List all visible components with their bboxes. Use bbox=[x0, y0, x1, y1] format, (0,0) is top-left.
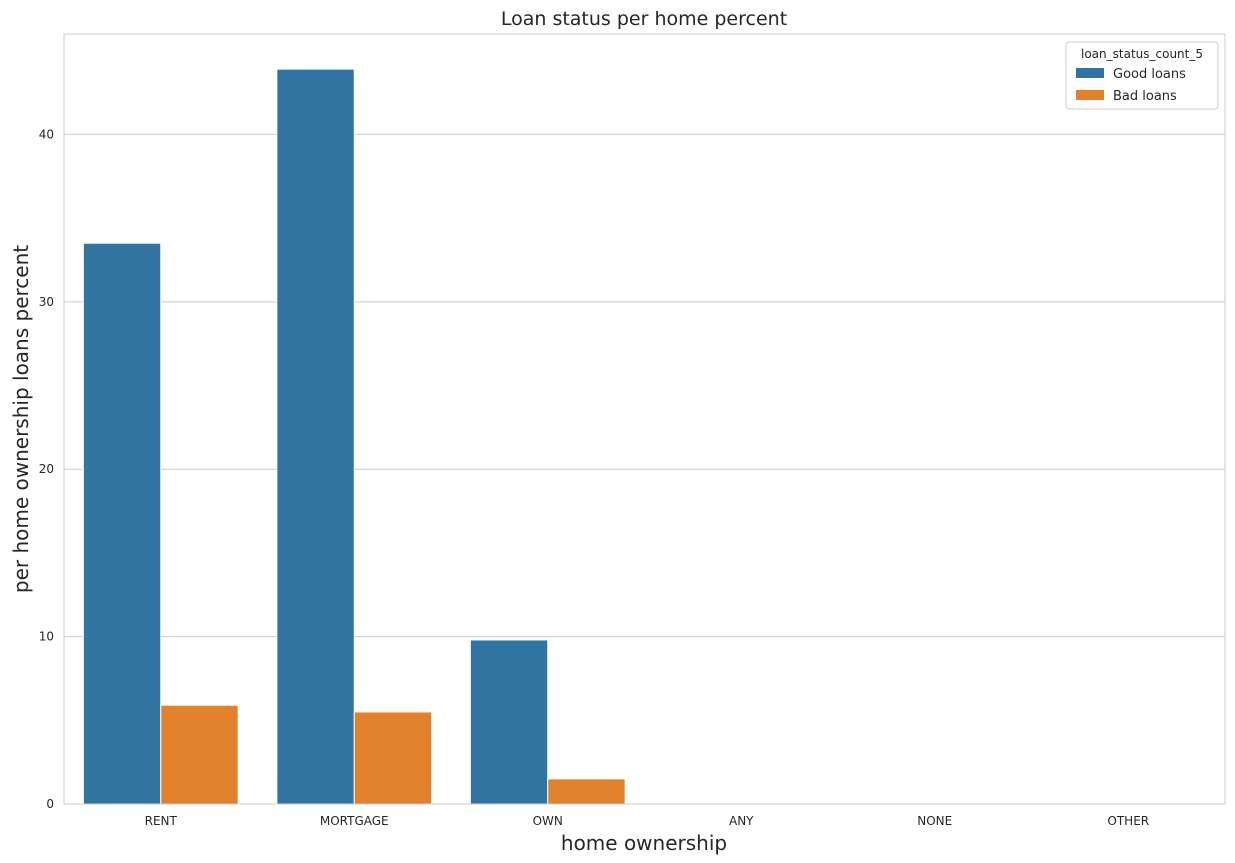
x-tick-label: RENT bbox=[145, 814, 178, 828]
y-axis-title: per home ownership loans percent bbox=[9, 245, 33, 593]
x-tick-label: OWN bbox=[533, 814, 563, 828]
bars-group bbox=[82, 68, 626, 805]
y-tick-label: 20 bbox=[39, 462, 54, 476]
y-tick-label: 10 bbox=[39, 630, 54, 644]
bar-rent-good-loans bbox=[82, 242, 162, 805]
x-axis-title: home ownership bbox=[561, 831, 727, 855]
x-tick-label: ANY bbox=[729, 814, 754, 828]
legend-swatch-good-loans bbox=[1076, 68, 1104, 78]
x-tick-label: NONE bbox=[917, 814, 952, 828]
bar-mortgage-bad-loans bbox=[353, 711, 433, 805]
legend-title: loan_status_count_5 bbox=[1081, 47, 1203, 61]
bar-own-good-loans bbox=[469, 639, 549, 805]
bar-rent-bad-loans bbox=[160, 704, 239, 805]
legend-label-good-loans: Good loans bbox=[1113, 67, 1186, 82]
legend-label-bad-loans: Bad loans bbox=[1113, 89, 1177, 104]
y-tick-label: 0 bbox=[46, 797, 54, 811]
bar-own-bad-loans bbox=[547, 778, 626, 805]
legend: loan_status_count_5 Good loans Bad loans bbox=[1065, 41, 1219, 110]
y-tick-label: 40 bbox=[39, 127, 54, 141]
x-tick-label: MORTGAGE bbox=[320, 814, 389, 828]
chart-title: Loan status per home percent bbox=[501, 8, 787, 30]
grid-lines bbox=[64, 133, 1225, 805]
x-tick-label: OTHER bbox=[1107, 814, 1149, 828]
y-tick-labels: 0 10 20 30 40 bbox=[39, 127, 54, 811]
x-tick-labels: RENT MORTGAGE OWN ANY NONE OTHER bbox=[145, 814, 1149, 828]
legend-swatch-bad-loans bbox=[1076, 90, 1104, 100]
plot-frame bbox=[63, 33, 1226, 805]
y-tick-label: 30 bbox=[39, 295, 54, 309]
bar-mortgage-good-loans bbox=[276, 68, 355, 805]
